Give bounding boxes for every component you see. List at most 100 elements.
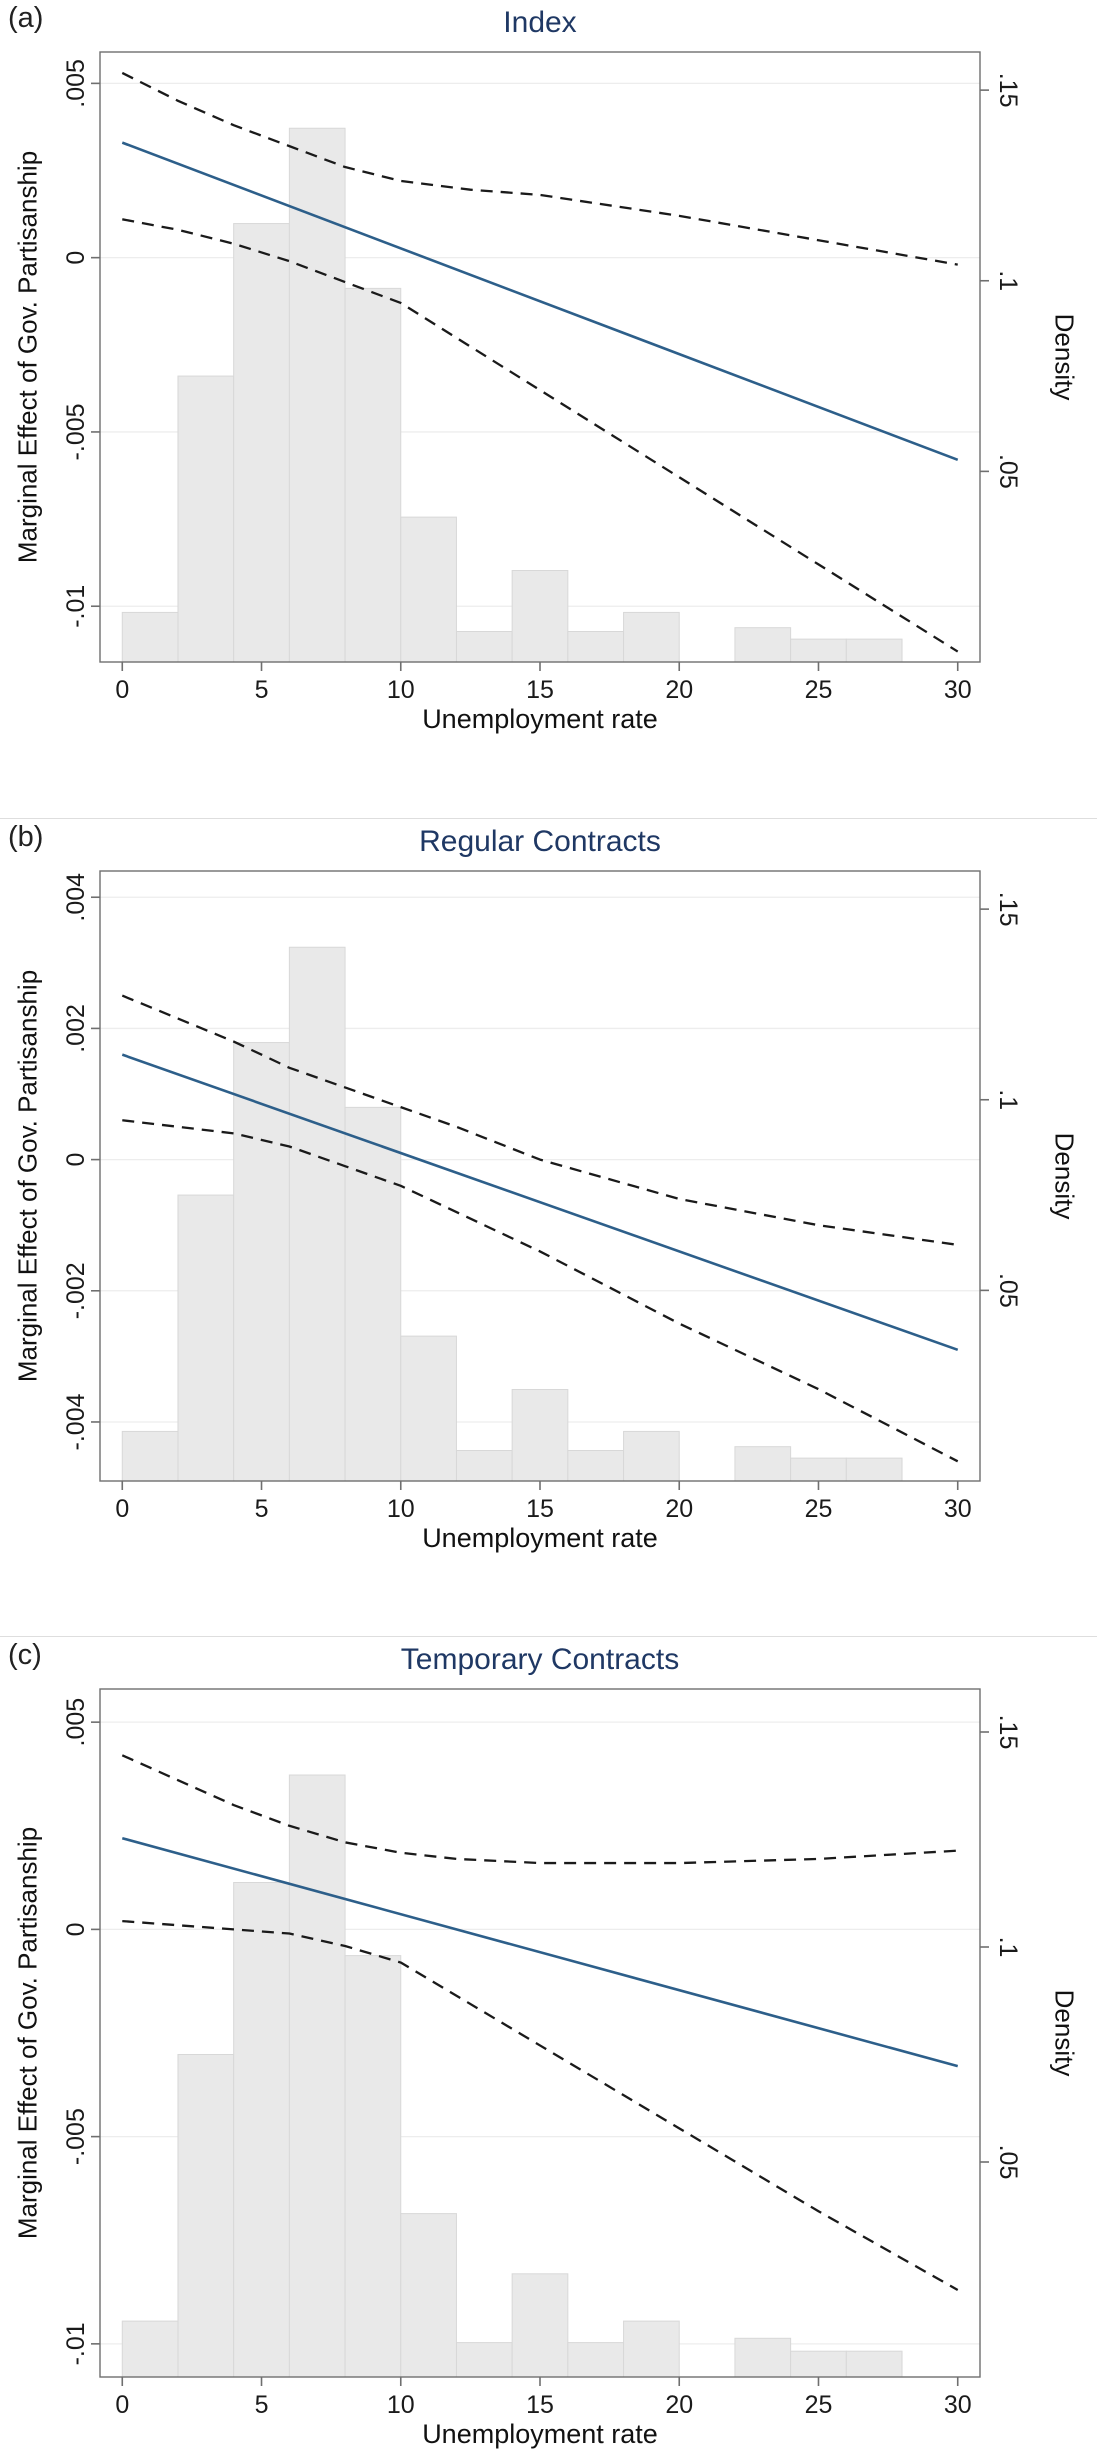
panel-label: (b) — [8, 821, 44, 853]
y-tick-label-left: .005 — [62, 1698, 90, 1747]
marginal-effect-line — [121, 141, 959, 462]
histogram-bar — [121, 611, 179, 663]
x-tick-label: 30 — [944, 676, 972, 704]
x-axis-label: Unemployment rate — [422, 2419, 658, 2449]
x-tick-label: 10 — [387, 676, 415, 704]
histogram-bar — [121, 1430, 179, 1482]
y-tick-label-left: -.01 — [62, 2322, 90, 2365]
histogram-bar — [233, 223, 290, 663]
ci-upper-line — [121, 994, 958, 1247]
histogram-bar — [567, 2342, 625, 2378]
y-tick-label-right: .1 — [994, 270, 1022, 291]
y-tick-label-right: .1 — [994, 1089, 1022, 1110]
plot-area: 0 5 10 15 20 25 30 .005 0 -.005 -.01 .05 .1 .15 — [62, 51, 1022, 704]
x-tick-label: 25 — [805, 676, 833, 704]
x-tick-label: 20 — [665, 676, 693, 704]
y-tick-label-left: .005 — [62, 59, 90, 108]
plot-area: 0 5 10 15 20 25 30 .004 .002 0 -.002 -.004 .05 .1 .15 — [62, 870, 1022, 1523]
ci-lower-line — [122, 218, 959, 653]
chart-title: Regular Contracts — [419, 825, 661, 858]
x-tick-label: 0 — [115, 676, 129, 704]
ci-lower-line — [122, 1919, 959, 2291]
plot-area: 0 5 10 15 20 25 30 .005 0 -.005 -.01 .05 .1 .15 — [62, 1688, 1022, 2419]
histogram-bar — [344, 1955, 402, 2378]
histogram-bar — [455, 1450, 513, 1482]
histogram-bar — [623, 2320, 680, 2378]
x-tick-label: 20 — [665, 1495, 693, 1523]
y-tick-label-right: .15 — [994, 1715, 1022, 1750]
histogram-bar — [177, 1194, 235, 1482]
ci-upper-line — [121, 1754, 958, 1865]
chart-title: Temporary Contracts — [400, 1643, 680, 1676]
histogram-bar — [734, 627, 792, 663]
y-tick-label-left: 0 — [62, 1153, 90, 1167]
x-tick-label: 15 — [526, 2391, 554, 2419]
y-tick-label-left: .002 — [62, 1004, 90, 1053]
histogram-bar — [177, 2054, 235, 2378]
y-tick-label-left: 0 — [62, 251, 90, 265]
y-tick-label-left: .004 — [62, 873, 90, 922]
x-tick-label: 25 — [805, 2391, 833, 2419]
x-tick-label: 20 — [665, 2391, 693, 2419]
figure-panel-a: (a) Index Marginal Effect of Gov. Partis… — [0, 0, 1097, 818]
figure-panel-b: (b) Regular Contracts Marginal Effect of… — [0, 818, 1097, 1636]
histogram-bar — [845, 2350, 903, 2378]
histogram-bar — [790, 638, 847, 663]
x-tick-label: 5 — [255, 2391, 269, 2419]
histogram-bar — [400, 1335, 457, 1482]
y-tick-label-right: .15 — [994, 892, 1022, 927]
ci-upper-line — [121, 71, 958, 266]
x-tick-label: 10 — [387, 1495, 415, 1523]
y-tick-label-right: .05 — [994, 1273, 1022, 1308]
histogram-bar — [734, 2337, 792, 2378]
x-tick-label: 15 — [526, 1495, 554, 1523]
y-tick-label-left: -.004 — [62, 1393, 90, 1450]
x-axis-label: Unemployment rate — [422, 704, 658, 734]
x-tick-label: 15 — [526, 676, 554, 704]
histogram-bar — [623, 1430, 680, 1482]
histogram-bar — [845, 638, 903, 663]
y-tick-label-right: .1 — [994, 1937, 1022, 1958]
histogram-bar — [790, 1457, 847, 1482]
x-tick-label: 5 — [255, 676, 269, 704]
histogram-bar — [344, 287, 402, 663]
histogram-bar — [288, 1774, 346, 2378]
histogram-bar — [233, 1882, 290, 2378]
x-tick-label: 0 — [115, 2391, 129, 2419]
histogram-bar — [400, 516, 457, 663]
marginal-effect-line — [121, 1053, 959, 1352]
histogram-bar — [511, 2273, 569, 2378]
chart-title: Index — [503, 6, 577, 39]
y-tick-label-right: .15 — [994, 73, 1022, 108]
x-tick-label: 5 — [255, 1495, 269, 1523]
panel-label: (c) — [8, 1639, 42, 1671]
histogram-bar — [790, 2350, 847, 2378]
histogram-bar — [623, 611, 680, 663]
histogram-bar — [177, 375, 235, 663]
x-tick-label: 30 — [944, 2391, 972, 2419]
y-tick-label-left: -.002 — [62, 1262, 90, 1319]
y-tick-label-left: -.01 — [62, 585, 90, 628]
histogram-bar — [734, 1446, 792, 1482]
x-tick-label: 10 — [387, 2391, 415, 2419]
y-tick-label-left: -.005 — [62, 403, 90, 460]
histogram-bar — [121, 2320, 179, 2378]
histogram-bar — [344, 1106, 402, 1482]
histogram-bar — [400, 2213, 457, 2378]
histogram-bar — [511, 1389, 569, 1482]
ci-lower-line — [122, 1119, 959, 1463]
panel-label: (a) — [8, 2, 44, 34]
x-tick-label: 0 — [115, 1495, 129, 1523]
x-tick-label: 30 — [944, 1495, 972, 1523]
histogram-bar — [455, 2342, 513, 2378]
histogram-bar — [455, 631, 513, 663]
y-tick-label-right: .05 — [994, 454, 1022, 489]
histogram-bar — [845, 1457, 903, 1482]
histogram-bar — [288, 946, 346, 1482]
x-axis-label: Unemployment rate — [422, 1523, 658, 1553]
histogram-bar — [567, 631, 625, 663]
histogram-bar — [511, 570, 569, 663]
histogram-bar — [233, 1042, 290, 1482]
y-tick-label-left: -.005 — [62, 2108, 90, 2165]
marginal-effect-line — [121, 1836, 959, 2068]
